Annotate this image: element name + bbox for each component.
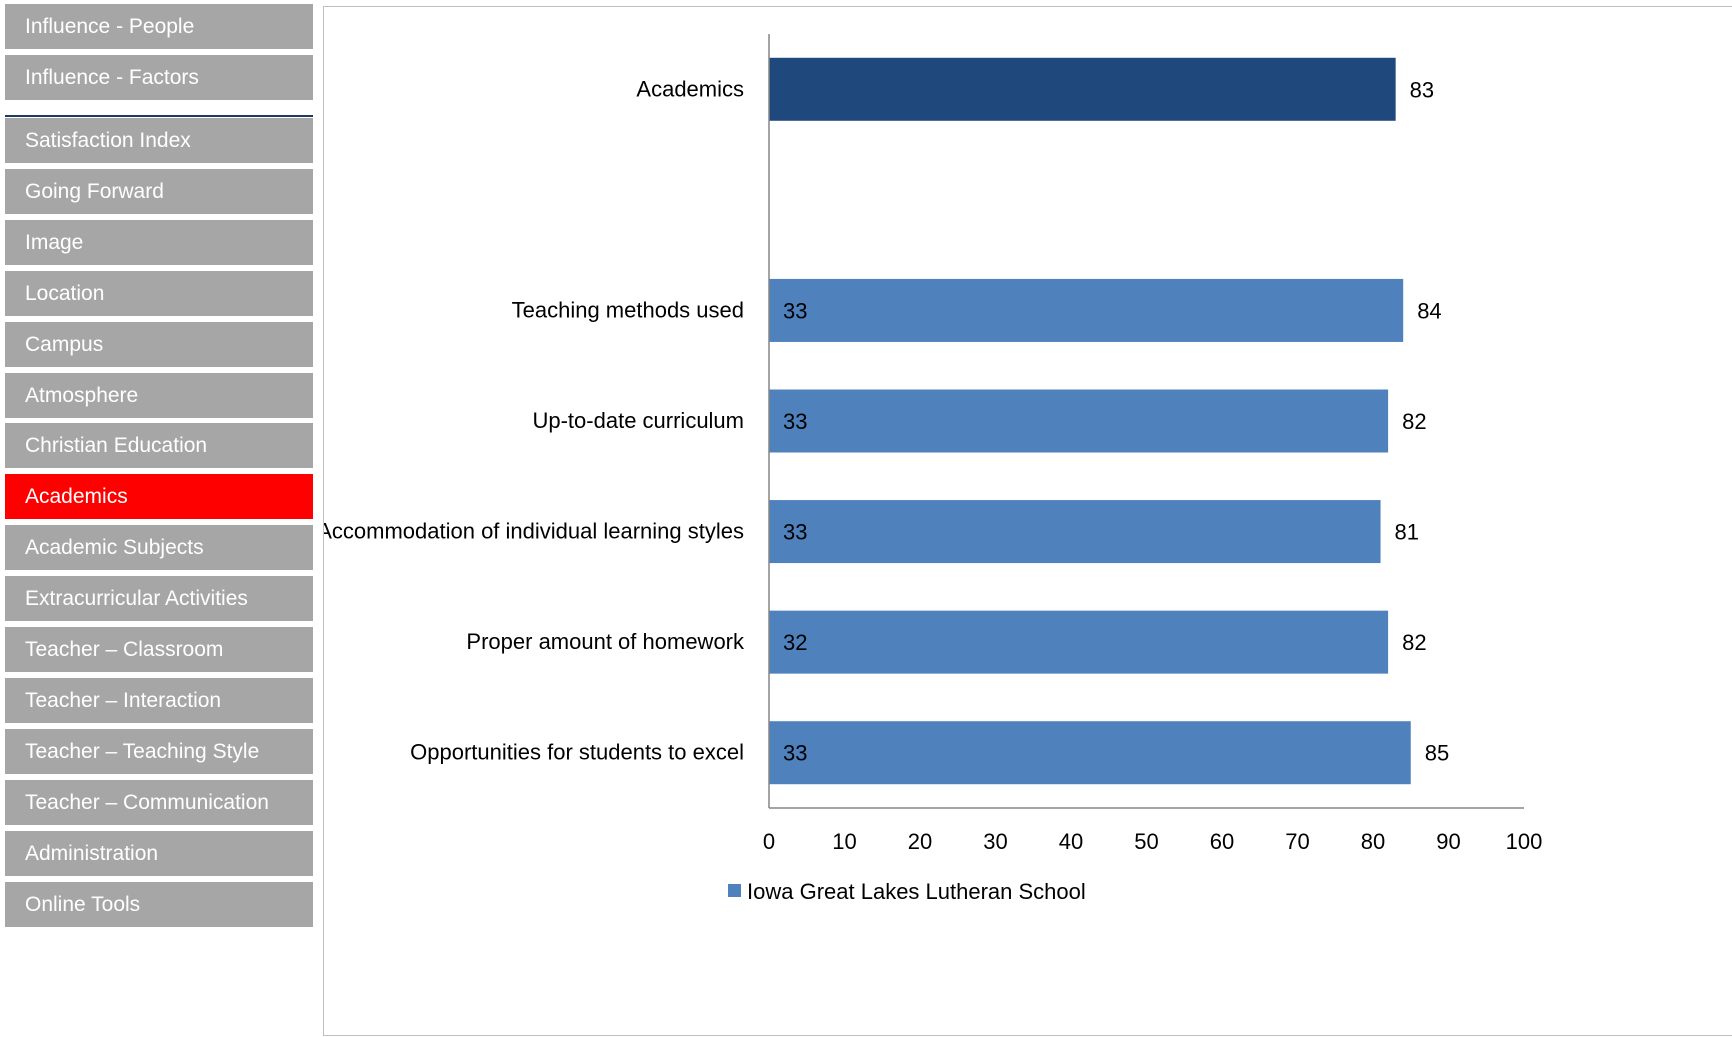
x-tick-label-30: 30 <box>983 829 1007 854</box>
bar-accommodation-of-individual-learning-styles <box>769 500 1381 564</box>
bar-opportunities-for-students-to-excel <box>769 721 1411 785</box>
value-label-proper-amount-of-homework: 82 <box>1402 630 1426 655</box>
nav-item-influence-people[interactable]: Influence - People <box>5 4 313 49</box>
nav-item-location[interactable]: Location <box>5 271 313 316</box>
category-label-up-to-date-curriculum: Up-to-date curriculum <box>532 408 744 433</box>
x-tick-label-60: 60 <box>1210 829 1234 854</box>
nav-item-online-tools[interactable]: Online Tools <box>5 882 313 927</box>
bar-proper-amount-of-homework <box>769 610 1389 674</box>
nav-item-going-forward[interactable]: Going Forward <box>5 169 313 214</box>
x-tick-label-50: 50 <box>1134 829 1158 854</box>
nav-item-teacher-communication[interactable]: Teacher – Communication <box>5 780 313 825</box>
inner-label-opportunities-for-students-to-excel: 33 <box>783 741 807 766</box>
category-label-academics: Academics <box>636 76 744 101</box>
x-tick-label-80: 80 <box>1361 829 1385 854</box>
value-label-academics: 83 <box>1410 77 1434 102</box>
bar-chart: 83 Academics 84 33 Teaching methods used 82 33… <box>324 34 1543 904</box>
x-tick-label-90: 90 <box>1436 829 1460 854</box>
nav-item-teacher-teaching-style[interactable]: Teacher – Teaching Style <box>5 729 313 774</box>
bar-up-to-date-curriculum <box>769 389 1389 453</box>
bar-academics <box>769 57 1396 121</box>
inner-label-up-to-date-curriculum: 33 <box>783 409 807 434</box>
category-label-proper-amount-of-homework: Proper amount of homework <box>466 629 745 654</box>
nav-item-extracurricular-activities[interactable]: Extracurricular Activities <box>5 576 313 621</box>
category-label-opportunities-for-students-to-excel: Opportunities for students to excel <box>410 740 744 765</box>
nav-item-academic-subjects[interactable]: Academic Subjects <box>5 525 313 570</box>
legend-swatch <box>728 884 741 897</box>
nav-item-teacher-interaction[interactable]: Teacher – Interaction <box>5 678 313 723</box>
nav-item-christian-education[interactable]: Christian Education <box>5 423 313 468</box>
inner-label-accommodation-of-individual-learning-styles: 33 <box>783 520 807 545</box>
nav-item-teacher-classroom[interactable]: Teacher – Classroom <box>5 627 313 672</box>
x-tick-label-0: 0 <box>763 829 775 854</box>
nav-item-satisfaction-index[interactable]: Satisfaction Index <box>5 118 313 163</box>
value-label-opportunities-for-students-to-excel: 85 <box>1425 741 1449 766</box>
x-tick-label-100: 100 <box>1506 829 1543 854</box>
value-label-accommodation-of-individual-learning-styles: 81 <box>1395 520 1419 545</box>
chart-panel: 83 Academics 84 33 Teaching methods used 82 33… <box>323 6 1732 1036</box>
nav-item-atmosphere[interactable]: Atmosphere <box>5 373 313 418</box>
bar-teaching-methods-used <box>769 278 1404 342</box>
nav-item-image[interactable]: Image <box>5 220 313 265</box>
x-tick-label-10: 10 <box>832 829 856 854</box>
x-tick-label-20: 20 <box>908 829 932 854</box>
x-tick-label-70: 70 <box>1285 829 1309 854</box>
legend-label: Iowa Great Lakes Lutheran School <box>747 879 1086 904</box>
value-label-up-to-date-curriculum: 82 <box>1402 409 1426 434</box>
x-tick-label-40: 40 <box>1059 829 1083 854</box>
nav-item-administration[interactable]: Administration <box>5 831 313 876</box>
sidebar-nav: Influence - People Influence - Factors Sat… <box>0 0 320 1019</box>
category-label-accommodation-of-individual-learning-styles: Accommodation of individual learning sty… <box>324 519 744 544</box>
inner-label-proper-amount-of-homework: 32 <box>783 630 807 655</box>
nav-item-campus[interactable]: Campus <box>5 322 313 367</box>
category-label-teaching-methods-used: Teaching methods used <box>512 297 744 322</box>
inner-label-teaching-methods-used: 33 <box>783 298 807 323</box>
nav-item-influence-factors[interactable]: Influence - Factors <box>5 55 313 100</box>
nav-divider <box>5 115 313 117</box>
nav-item-academics[interactable]: Academics <box>5 474 313 519</box>
value-label-teaching-methods-used: 84 <box>1417 298 1441 323</box>
